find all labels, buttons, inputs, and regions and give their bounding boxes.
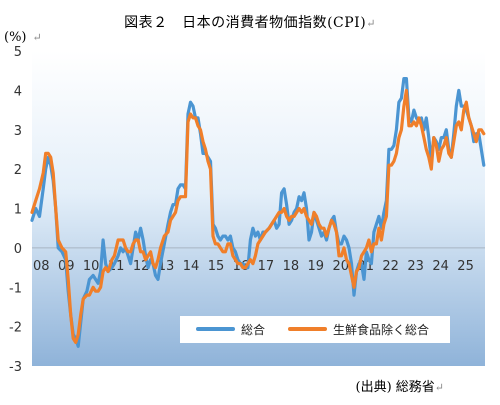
- x-tick-label: 18: [283, 259, 300, 274]
- series-line-core: [30, 88, 486, 344]
- y-tick-label: -3: [9, 360, 22, 375]
- x-tick-label: 20: [333, 259, 350, 274]
- series-lines: [30, 77, 486, 348]
- x-tick-label: 08: [33, 259, 50, 274]
- y-tick-label: 5: [14, 45, 22, 60]
- source-note: (出典) 総務省↵: [355, 380, 445, 395]
- x-tick-label: 22: [382, 259, 399, 274]
- y-tick-label: 4: [14, 84, 22, 99]
- y-axis-ticks: 5 4 3 2 1 0 -1 -2 -3: [9, 45, 22, 375]
- legend: 総合 生鮮食品除く総合: [180, 316, 450, 343]
- x-tick-label: 25: [457, 259, 474, 274]
- chart-title: 図表２ 日本の消費者物価指数(CPI)↵: [124, 15, 376, 31]
- x-tick-label: 24: [432, 259, 449, 274]
- x-tick-label: 15: [208, 259, 225, 274]
- y-unit-label: (%) ↵: [4, 30, 42, 45]
- y-tick-label: 0: [14, 242, 22, 257]
- y-tick-label: 1: [14, 203, 22, 218]
- x-tick-label: 12: [133, 259, 150, 274]
- x-tick-label: 10: [83, 259, 100, 274]
- y-tick-label: 3: [14, 124, 22, 139]
- y-tick-label: -1: [9, 281, 22, 296]
- x-tick-label: 17: [258, 259, 275, 274]
- x-tick-label: 14: [183, 259, 200, 274]
- x-tick-label: 23: [407, 259, 424, 274]
- y-tick-label: 2: [14, 163, 22, 178]
- x-tick-label: 19: [308, 259, 325, 274]
- y-tick-label: -2: [9, 321, 22, 336]
- legend-label-core: 生鮮食品除く総合: [333, 322, 429, 337]
- legend-label-total: 総合: [241, 322, 265, 337]
